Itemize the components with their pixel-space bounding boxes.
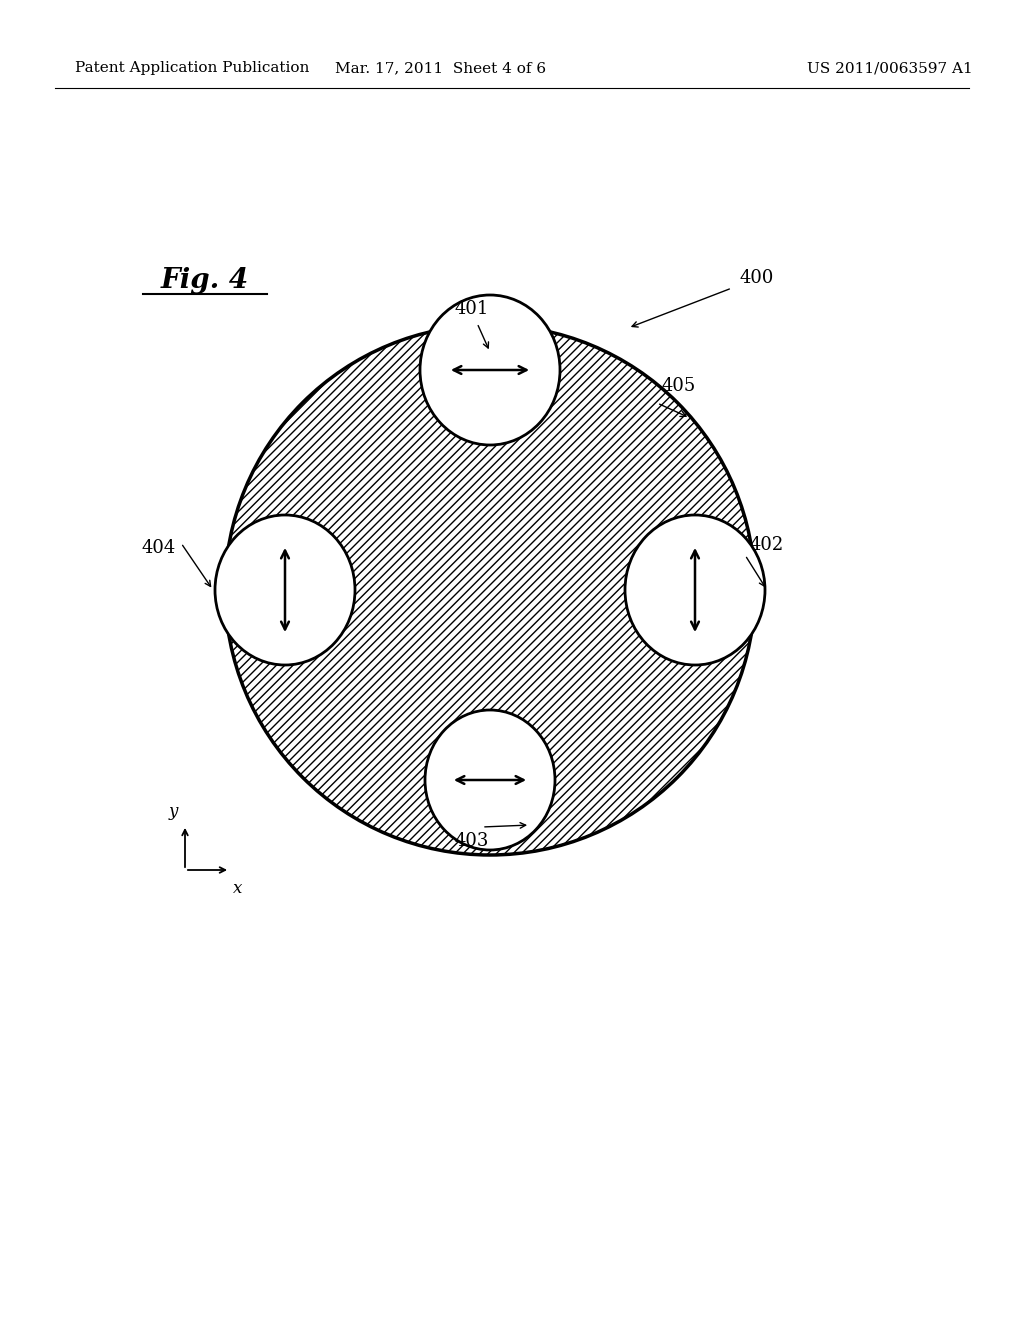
Text: x: x	[233, 880, 243, 898]
Text: US 2011/0063597 A1: US 2011/0063597 A1	[807, 61, 973, 75]
Circle shape	[225, 325, 755, 855]
Text: 403: 403	[455, 832, 489, 850]
Ellipse shape	[420, 294, 560, 445]
Text: Patent Application Publication: Patent Application Publication	[75, 61, 309, 75]
Text: y: y	[168, 803, 178, 820]
Text: 401: 401	[455, 300, 489, 318]
Text: Mar. 17, 2011  Sheet 4 of 6: Mar. 17, 2011 Sheet 4 of 6	[335, 61, 546, 75]
Text: 405: 405	[662, 378, 696, 395]
Text: 402: 402	[750, 536, 784, 554]
Ellipse shape	[425, 710, 555, 850]
Text: Fig. 4: Fig. 4	[161, 267, 249, 293]
Ellipse shape	[625, 515, 765, 665]
Ellipse shape	[215, 515, 355, 665]
Text: 404: 404	[141, 539, 176, 557]
Text: 400: 400	[740, 269, 774, 286]
